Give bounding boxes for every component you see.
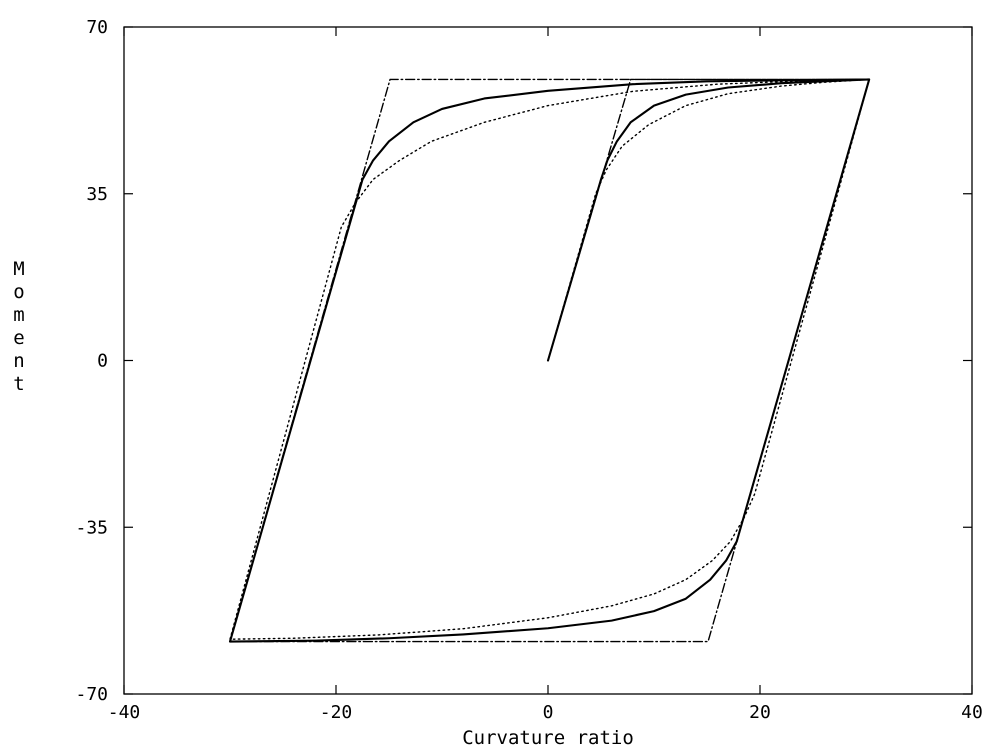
y-tick-label: -70	[75, 684, 108, 705]
series-line-dotted	[229, 78, 870, 640]
axis-ticks	[123, 26, 973, 695]
x-tick-label: 40	[961, 702, 983, 723]
series-layer	[228, 78, 871, 643]
x-tick-label: 20	[749, 702, 771, 723]
x-tick-labels: -40 -20 0 20 40	[108, 702, 983, 723]
y-tick-label: 70	[86, 17, 108, 38]
y-tick-label: 0	[97, 351, 108, 372]
x-tick-label: -20	[320, 702, 353, 723]
series-line-dash-dot	[229, 78, 870, 643]
y-tick-labels: -70 -35 0 35 70	[75, 17, 108, 705]
x-tick-label: -40	[108, 702, 141, 723]
x-axis-title: Curvature ratio	[462, 727, 634, 749]
x-tick-label: 0	[543, 702, 554, 723]
y-tick-label: -35	[75, 517, 108, 538]
series-line-solid	[228, 78, 871, 643]
y-tick-label: 35	[86, 184, 108, 205]
